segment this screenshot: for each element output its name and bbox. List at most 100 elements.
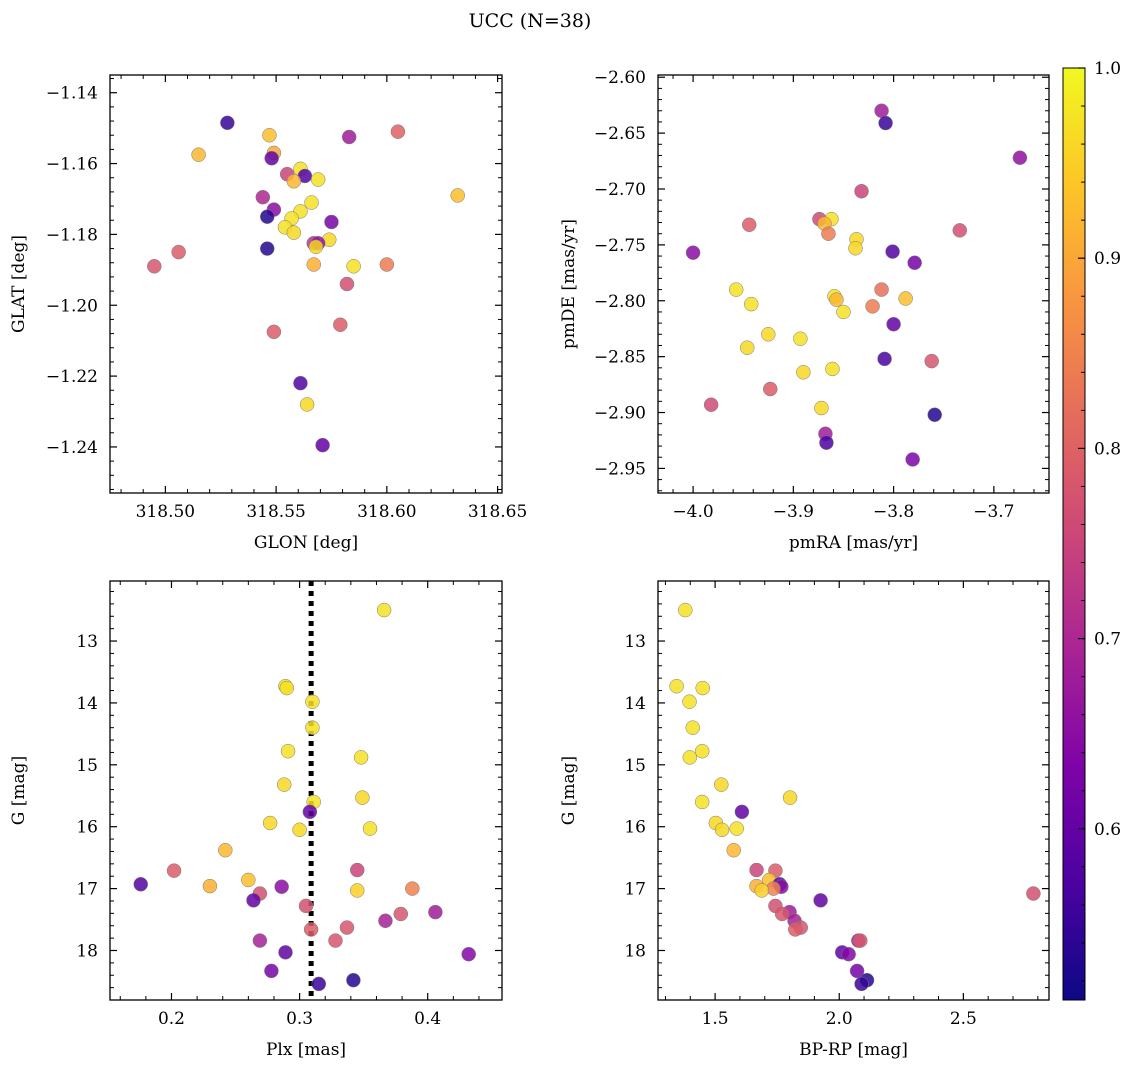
- y-tick-label: 14: [624, 694, 646, 714]
- data-point: [849, 963, 865, 979]
- x-tick-label: −3.8: [873, 502, 914, 522]
- data-point: [726, 842, 741, 858]
- data-point: [1026, 886, 1041, 901]
- data-point: [264, 963, 279, 979]
- y-tick-label: −2.95: [594, 459, 646, 479]
- y-tick-label: 14: [76, 694, 98, 714]
- colorbar-tick-label: 0.8: [1094, 439, 1121, 459]
- data-point: [743, 296, 759, 312]
- y-axis-label: G [mag]: [559, 756, 579, 825]
- y-axis-label: pmDE [mas/yr]: [559, 219, 579, 349]
- data-point: [305, 720, 320, 735]
- data-point: [829, 292, 844, 307]
- data-point: [405, 881, 420, 896]
- data-point: [264, 150, 279, 166]
- data-point: [280, 743, 296, 759]
- x-tick-label: −3.7: [973, 502, 1014, 522]
- data-point: [279, 680, 295, 696]
- y-tick-label: −2.70: [594, 180, 646, 200]
- data-point: [333, 317, 348, 332]
- data-point: [286, 174, 302, 189]
- data-point: [685, 720, 701, 735]
- data-point: [761, 327, 776, 342]
- x-tick-label: 318.55: [246, 502, 305, 522]
- figure-title: UCC (N=38): [469, 10, 592, 32]
- data-point: [819, 435, 834, 450]
- data-point: [328, 933, 343, 948]
- data-point: [292, 822, 307, 838]
- data-point: [304, 195, 319, 210]
- data-point: [905, 452, 920, 467]
- data-point: [694, 794, 710, 810]
- data-point: [734, 804, 750, 820]
- data-point: [878, 115, 893, 131]
- y-axis-label: GLAT [deg]: [9, 235, 29, 333]
- data-point: [793, 331, 808, 347]
- data-point: [324, 214, 339, 230]
- data-point: [298, 898, 314, 914]
- y-tick-label: 17: [76, 880, 98, 900]
- data-point: [393, 906, 409, 922]
- y-tick-label: 16: [624, 818, 646, 838]
- y-tick-label: 18: [76, 941, 98, 961]
- data-point: [379, 257, 395, 272]
- y-tick-label: 17: [624, 880, 646, 900]
- data-point: [286, 225, 302, 240]
- y-tick-label: 15: [624, 756, 646, 776]
- x-axis-label: pmRA [mas/yr]: [789, 533, 918, 553]
- data-point: [763, 381, 778, 397]
- data-point: [782, 790, 798, 805]
- data-point: [694, 743, 710, 759]
- data-point: [315, 437, 330, 453]
- data-point: [685, 245, 701, 260]
- axes-frame: [109, 580, 503, 1001]
- data-point: [886, 316, 901, 332]
- data-point: [741, 217, 757, 233]
- axes-frame: [657, 580, 1050, 1001]
- data-point: [729, 821, 744, 836]
- data-point: [461, 946, 476, 962]
- y-tick-label: −1.16: [46, 155, 98, 175]
- data-point: [308, 239, 324, 255]
- data-point: [774, 906, 790, 922]
- data-point: [310, 172, 326, 187]
- data-point: [362, 821, 378, 836]
- data-point: [266, 324, 282, 340]
- data-point: [814, 400, 829, 416]
- x-tick-label: 318.65: [468, 502, 527, 522]
- data-point: [1012, 150, 1028, 165]
- scatter-panels: 318.50 318.55 318.60 318.65 −1.14 −1.16 −1.18 −…: [9, 68, 1050, 1060]
- data-point: [376, 602, 392, 618]
- data-point: [349, 883, 365, 898]
- data-point: [133, 877, 148, 892]
- y-tick-label: 13: [76, 632, 98, 652]
- data-point: [682, 694, 697, 709]
- data-point: [898, 291, 913, 306]
- data-point: [339, 920, 355, 935]
- y-tick-label: −1.20: [46, 296, 98, 316]
- data-point: [450, 188, 465, 203]
- data-point: [927, 407, 942, 423]
- data-point: [278, 945, 293, 960]
- data-point: [276, 777, 292, 792]
- data-point: [703, 397, 719, 412]
- data-point: [788, 922, 803, 937]
- x-tick-label: −4.0: [672, 502, 713, 522]
- data-point: [355, 790, 370, 805]
- y-tick-label: −1.22: [46, 367, 98, 387]
- panel-bprp-g: 1.5 2.0 2.5 13 14 15 16 17 18 BP-RP [mag] G [mag]: [559, 580, 1050, 1060]
- data-point: [191, 147, 206, 162]
- x-tick-label: 1.5: [702, 1009, 729, 1029]
- data-point: [821, 226, 836, 241]
- data-point: [341, 129, 357, 145]
- x-tick-label: 318.60: [357, 502, 416, 522]
- data-point: [728, 282, 744, 297]
- x-tick-label: 0.2: [158, 1009, 185, 1029]
- data-point: [218, 842, 233, 858]
- colorbar-tick-label: 0.6: [1094, 820, 1121, 840]
- data-point: [262, 127, 277, 143]
- x-tick-label: 2.0: [826, 1009, 853, 1029]
- x-axis-label: BP-RP [mag]: [799, 1040, 908, 1060]
- y-tick-label: −1.24: [46, 438, 98, 458]
- data-point: [825, 361, 840, 377]
